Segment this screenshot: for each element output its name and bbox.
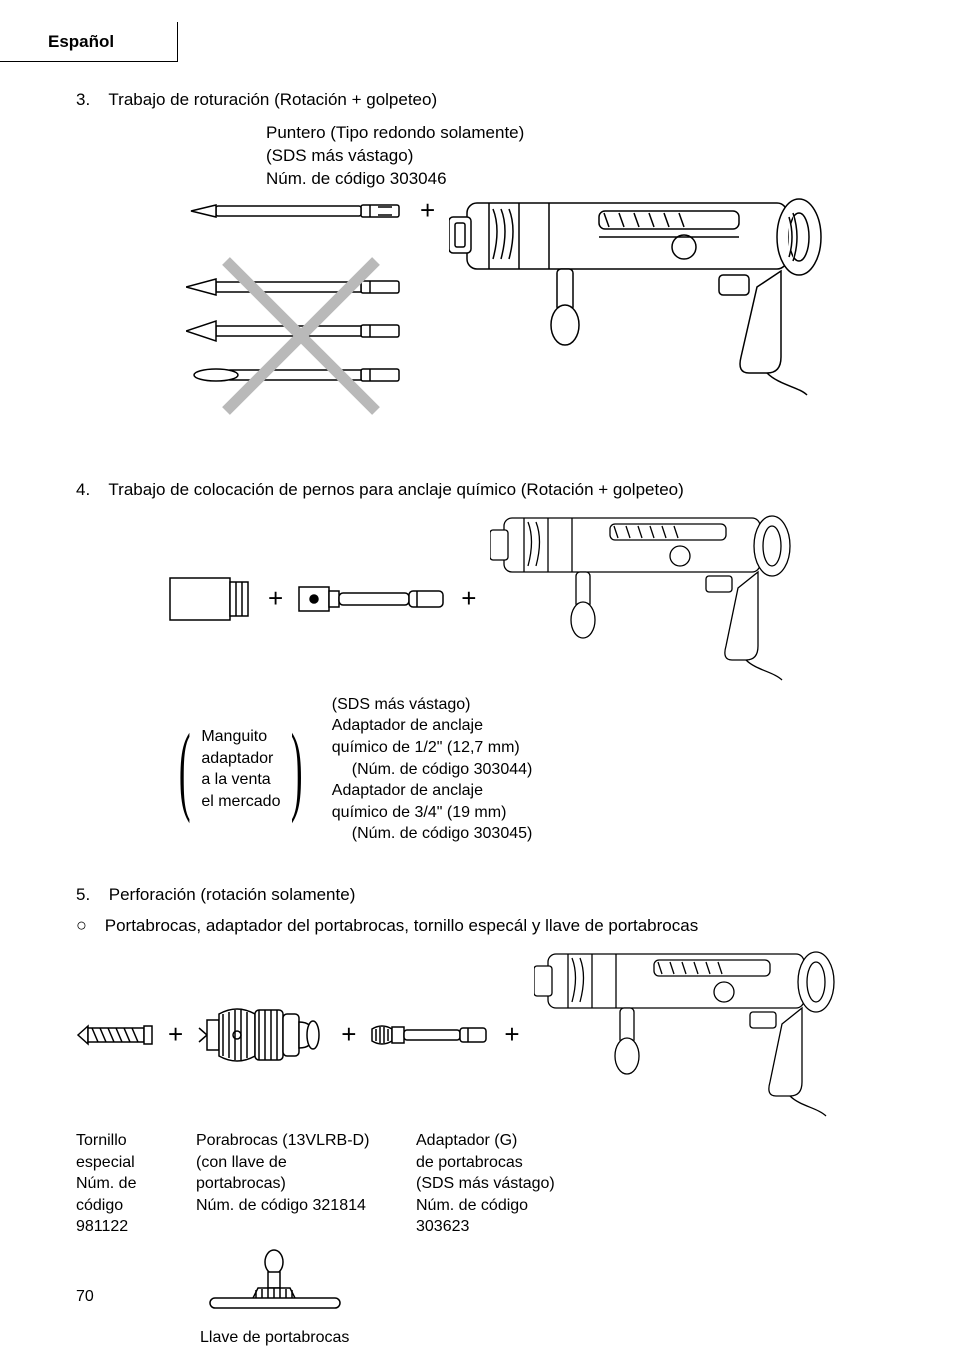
socket-diagram [168, 574, 254, 624]
plus-symbol: + [168, 1019, 183, 1050]
puntero-line1: Puntero (Tipo redondo solamente) [266, 122, 884, 145]
sds-l4: (Núm. de código 303044) [332, 759, 533, 781]
sds-l3: químico de 1/2" (12,7 mm) [332, 737, 533, 759]
c1c: Núm. de [76, 1173, 196, 1195]
adapter-g-diagram [370, 1019, 490, 1051]
page-content: 3. Trabajo de roturación (Rotación + gol… [76, 90, 884, 1347]
section-4-text: Trabajo de colocación de pernos para anc… [108, 480, 683, 499]
col-tornillo: Tornillo especial Núm. de código 981122 [76, 1130, 196, 1238]
c1e: 981122 [76, 1216, 196, 1238]
chuck-key-diagram [200, 1248, 884, 1323]
c3b: de portabrocas [416, 1152, 586, 1174]
section-4-title: 4. Trabajo de colocación de pernos para … [76, 480, 884, 500]
plus-symbol: + [504, 1019, 519, 1050]
section-5-title: 5. Perforación (rotación solamente) [76, 885, 884, 905]
rotary-hammer-diagram-5 [534, 950, 844, 1120]
section-5: 5. Perforación (rotación solamente) ○ Po… [76, 885, 884, 1347]
section-4-figure: + + [168, 514, 884, 684]
c3c: (SDS más vástago) [416, 1173, 586, 1195]
c2c: portabrocas) [196, 1173, 416, 1195]
section-5-bullet-text: Portabrocas, adaptador del portabrocas, … [105, 916, 698, 935]
plus-symbol: + [268, 583, 283, 614]
sds-l7: (Núm. de código 303045) [332, 823, 533, 845]
c3d: Núm. de código [416, 1195, 586, 1217]
section-4: 4. Trabajo de colocación de pernos para … [76, 480, 884, 845]
bits-diagram [186, 197, 406, 432]
adapter-diagram [297, 581, 447, 617]
sds-label: (SDS más vástago) Adaptador de anclaje q… [332, 694, 533, 845]
section-3-num: 3. [76, 90, 104, 110]
rotary-hammer-diagram-4 [490, 514, 800, 684]
rotary-hammer-diagram-3 [449, 197, 829, 402]
puntero-line3: Núm. de código 303046 [266, 168, 884, 191]
section-5-text: Perforación (rotación solamente) [109, 885, 356, 904]
language-tab: Español [0, 22, 178, 62]
c1a: Tornillo [76, 1130, 196, 1152]
plus-symbol: + [461, 583, 476, 614]
c2b: (con llave de [196, 1152, 416, 1174]
c2a: Porabrocas (13VLRB-D) [196, 1130, 416, 1152]
chuck-diagram [197, 1000, 327, 1070]
c1b: especial [76, 1152, 196, 1174]
tab-label: Español [48, 32, 114, 52]
c3e: 303623 [416, 1216, 586, 1238]
c2d: Núm. de código 321814 [196, 1195, 416, 1217]
sds-l2: Adaptador de anclaje [332, 715, 533, 737]
sds-l1: (SDS más vástago) [332, 694, 533, 716]
manguito-l2: adaptador [201, 748, 280, 770]
manguito-label: ( Manguito adaptador a la venta el merca… [168, 694, 314, 845]
sds-l6: químico de 3/4" (19 mm) [332, 802, 533, 824]
manguito-l1: Manguito [201, 726, 280, 748]
section-5-num: 5. [76, 885, 104, 905]
section-3-text: Trabajo de roturación (Rotación + golpet… [108, 90, 437, 109]
c3a: Adaptador (G) [416, 1130, 586, 1152]
c1d: código [76, 1195, 196, 1217]
chuck-key-label: Llave de portabrocas [200, 1329, 884, 1347]
plus-symbol: + [420, 195, 435, 226]
section-5-labels: Tornillo especial Núm. de código 981122 … [76, 1130, 884, 1238]
section-3-title: 3. Trabajo de roturación (Rotación + gol… [76, 90, 884, 110]
screw-diagram [76, 1020, 154, 1050]
section-4-num: 4. [76, 480, 104, 500]
col-adapter: Adaptador (G) de portabrocas (SDS más vá… [416, 1130, 586, 1238]
section-5-bullet: ○ Portabrocas, adaptador del portabrocas… [76, 915, 884, 936]
col-chuck: Porabrocas (13VLRB-D) (con llave de port… [196, 1130, 416, 1238]
circle-bullet: ○ [76, 915, 100, 936]
page-number: 70 [76, 1288, 94, 1306]
manguito-l3: a la venta [201, 769, 280, 791]
puntero-line2: (SDS más vástago) [266, 145, 884, 168]
sds-l5: Adaptador de anclaje [332, 780, 533, 802]
manguito-l4: el mercado [201, 791, 280, 813]
section-3-sublabel: Puntero (Tipo redondo solamente) (SDS má… [266, 122, 884, 191]
plus-symbol: + [341, 1019, 356, 1050]
section-5-figure: + + [76, 950, 884, 1120]
section-4-labels: ( Manguito adaptador a la venta el merca… [168, 694, 884, 845]
section-3: 3. Trabajo de roturación (Rotación + gol… [76, 90, 884, 432]
